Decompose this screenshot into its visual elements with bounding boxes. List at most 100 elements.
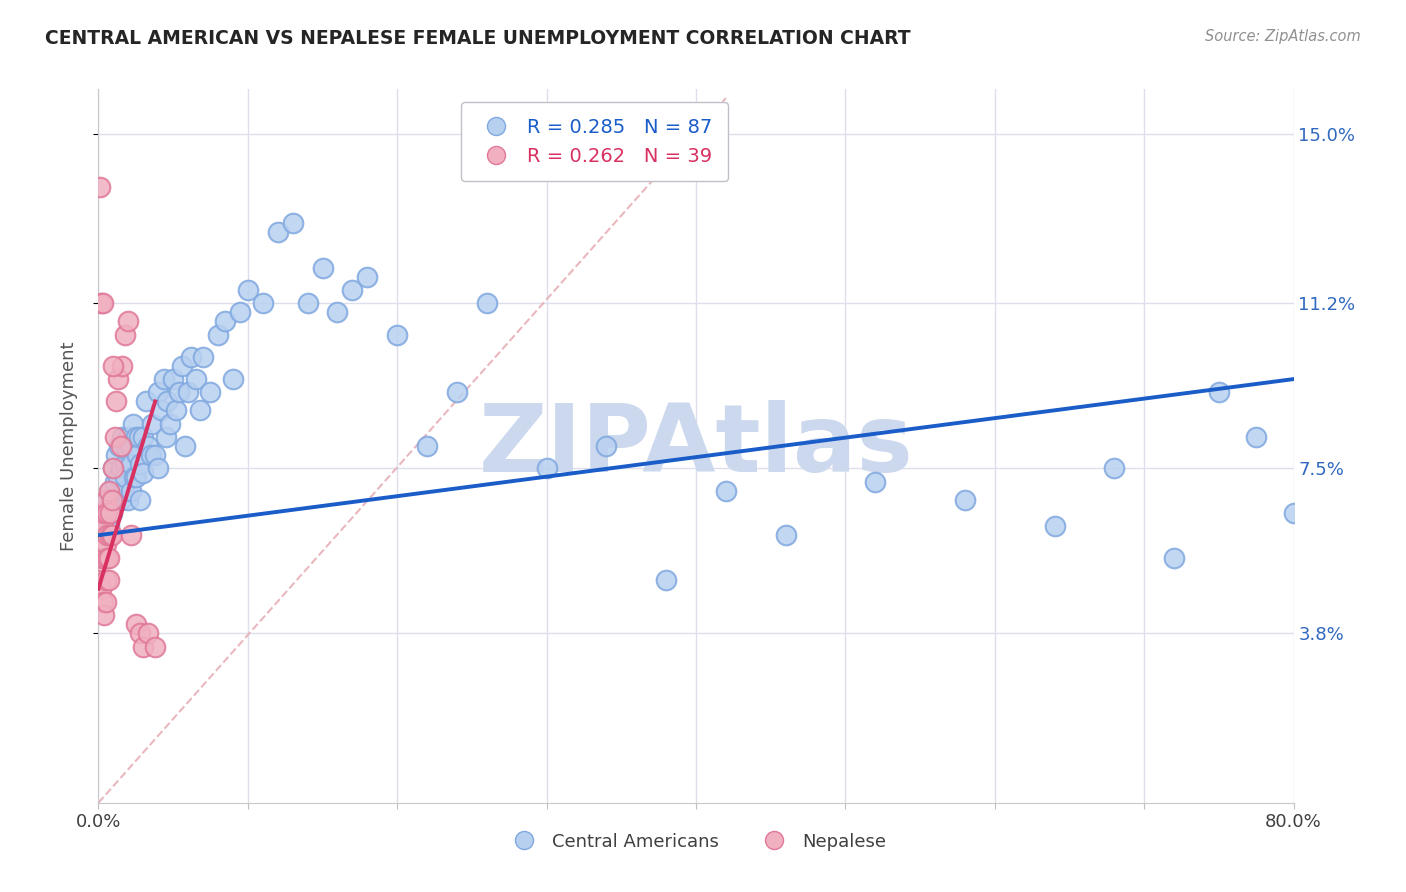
Point [115, 443, 138, 458]
Point [103, 461, 125, 475]
Point [1282, 506, 1305, 520]
Point [104, 475, 127, 489]
Point [89, 573, 111, 587]
Point [141, 417, 163, 431]
Point [89, 528, 111, 542]
Point [236, 283, 259, 297]
Point [91, 519, 114, 533]
Point [159, 417, 181, 431]
Point [118, 439, 141, 453]
Point [94, 595, 117, 609]
Legend: Central Americans, Nepalese: Central Americans, Nepalese [498, 826, 894, 858]
Point [136, 626, 159, 640]
Point [110, 439, 132, 453]
Point [94, 573, 117, 587]
Point [91, 296, 114, 310]
Point [311, 260, 333, 275]
Point [114, 470, 136, 484]
Point [229, 305, 252, 319]
Point [129, 626, 152, 640]
Point [174, 439, 197, 453]
Point [96, 492, 118, 507]
Point [117, 492, 139, 507]
Text: CENTRAL AMERICAN VS NEPALESE FEMALE UNEMPLOYMENT CORRELATION CHART: CENTRAL AMERICAN VS NEPALESE FEMALE UNEM… [45, 29, 911, 47]
Point [222, 372, 245, 386]
Point [214, 314, 236, 328]
Point [165, 403, 187, 417]
Point [89, 180, 111, 194]
Point [101, 492, 124, 507]
Point [385, 327, 409, 342]
Point [188, 403, 211, 417]
Point [94, 492, 117, 507]
Point [416, 439, 439, 453]
Point [107, 470, 129, 484]
Point [93, 608, 115, 623]
Point [1163, 550, 1185, 565]
Point [267, 225, 290, 239]
Point [475, 296, 498, 310]
Point [326, 305, 349, 319]
Point [281, 216, 304, 230]
Point [155, 430, 177, 444]
Point [90, 296, 112, 310]
Point [111, 359, 134, 373]
Point [342, 283, 364, 297]
Point [104, 430, 127, 444]
Point [125, 617, 148, 632]
Point [111, 430, 134, 444]
Point [105, 394, 128, 409]
Y-axis label: Female Unemployment: Female Unemployment [59, 342, 77, 550]
Point [105, 448, 128, 462]
Point [103, 461, 125, 475]
Point [117, 430, 139, 444]
Point [191, 350, 214, 364]
Point [103, 492, 125, 507]
Point [156, 394, 179, 409]
Point [110, 461, 132, 475]
Point [162, 372, 184, 386]
Point [125, 470, 148, 484]
Point [114, 457, 136, 471]
Point [93, 506, 115, 520]
Point [98, 506, 122, 520]
Point [125, 430, 148, 444]
Point [143, 448, 166, 462]
Point [446, 385, 468, 400]
Point [148, 385, 170, 400]
Point [124, 470, 146, 484]
Point [107, 372, 129, 386]
Point [132, 430, 155, 444]
Point [172, 359, 194, 373]
Point [143, 640, 166, 654]
Point [1104, 461, 1126, 475]
Point [93, 506, 115, 520]
Point [108, 439, 131, 453]
Point [110, 492, 132, 507]
Point [96, 550, 118, 565]
Point [101, 528, 124, 542]
Point [117, 314, 139, 328]
Point [184, 372, 207, 386]
Point [150, 403, 173, 417]
Point [90, 550, 112, 565]
Point [98, 528, 122, 542]
Point [953, 492, 976, 507]
Point [97, 519, 120, 533]
Point [1208, 385, 1230, 400]
Point [103, 359, 125, 373]
Point [865, 475, 887, 489]
Point [297, 296, 319, 310]
Point [120, 457, 142, 471]
Point [135, 394, 157, 409]
Point [90, 506, 112, 520]
Point [356, 269, 378, 284]
Text: Source: ZipAtlas.com: Source: ZipAtlas.com [1205, 29, 1361, 44]
Point [128, 430, 150, 444]
Point [714, 483, 737, 498]
Point [153, 372, 176, 386]
Point [775, 528, 797, 542]
Point [1043, 519, 1066, 533]
Point [200, 385, 222, 400]
Point [97, 573, 120, 587]
